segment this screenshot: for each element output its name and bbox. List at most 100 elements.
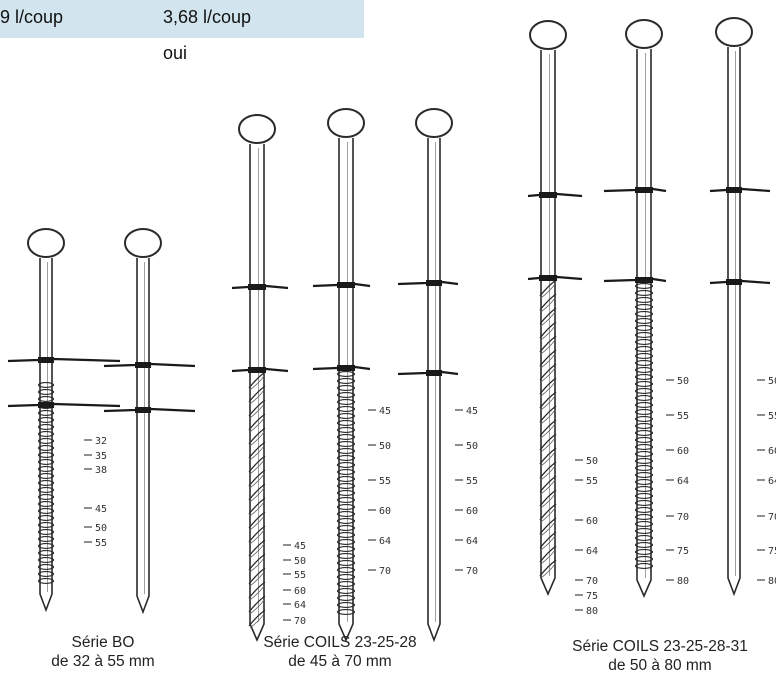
scale-label: 32 [95,436,107,447]
nail-thread [248,427,266,445]
collation-band-knot [426,370,442,376]
collation-band-knot [726,279,742,285]
nail-head [124,228,162,258]
nail-ring [336,413,356,419]
series-coils-23-25-28-31-title: Série COILS 23-25-28-31 [572,638,748,655]
nail-ring [336,371,356,377]
nail-ring [634,402,654,408]
nail-ring [37,564,55,570]
nail-ring [336,455,356,461]
nail-ring [336,546,356,552]
scale-label: 55 [677,411,689,422]
nail-ring [634,500,654,506]
nail-thread [248,511,266,529]
nail-ring-shank-1-1: 45 50 55 60 64 70 [312,108,391,642]
scale-label: 50 [379,441,391,452]
nail-thread-shadow [249,501,265,517]
nail-ring [336,595,356,601]
spec-table-band [0,0,364,38]
nail-thread-shadow [249,431,265,447]
nail-ring [37,494,55,500]
scale-label: 64 [768,476,776,487]
nail-ring [634,381,654,387]
nail-ring [336,385,356,391]
scale-label: 50 [95,523,107,534]
scale-label: 64 [294,600,306,611]
nail-ring [37,536,55,542]
nail-ring [634,556,654,562]
nail-thread [248,413,266,431]
series-coils-23-25-28-31-caption: Série COILS 23-25-28-31 de 50 à 80 mm [550,637,770,675]
nail-head [327,108,365,138]
collation-band-knot [248,367,266,373]
nail-ring [634,493,654,499]
nail-ring [37,480,55,486]
nail-ring [634,409,654,415]
collation-band-knot [337,365,355,371]
scale-label: 75 [677,546,689,557]
nails-layer: 32 35 38 45 50 55 45 50 55 60 64 70 45 50 55 60 64 70 45 50… [7,17,776,643]
nail-ring [634,304,654,310]
nail-thread [248,539,266,557]
nail-ring [336,609,356,615]
scale-label: 70 [677,512,689,523]
spec-air-consumption-left: 9 l/coup [0,7,64,27]
nail-thread-shadow [249,375,265,391]
nail-ring [37,452,55,458]
nail-ring [336,504,356,510]
nail-thread [539,321,557,339]
nail-thread [539,293,557,311]
scale-label: 80 [768,576,776,587]
nail-ring [37,389,55,395]
nail-thread-shadow [540,339,556,355]
nail-ring [336,378,356,384]
scale-label: 45 [95,504,107,515]
nail-smooth-shank-0-1 [103,228,196,615]
nail-thread [539,307,557,325]
scale-label: 60 [294,586,306,597]
nail-thread [248,567,266,585]
nail-ring [634,486,654,492]
nail-ring [336,441,356,447]
nail-shaft [338,138,354,642]
nail-shaft [540,50,556,596]
scale-label: 60 [379,506,391,517]
nail-thread-shadow [540,451,556,467]
nail-thread [539,363,557,381]
nail-thread-shadow [249,389,265,405]
nail-ring [37,487,55,493]
nail-ring [634,465,654,471]
nail-shaft [636,49,652,598]
nail-ring [336,420,356,426]
nail-ring [634,472,654,478]
nail-ring [336,553,356,559]
scale-label: 60 [586,516,598,527]
nail-ring [336,588,356,594]
series-coils-23-25-28-31-range: de 50 à 80 mm [608,657,712,674]
nail-thread [539,349,557,367]
collation-band-knot [38,402,54,408]
scale-label: 38 [95,465,107,476]
nail-ring [634,549,654,555]
nail-head [529,20,567,50]
nail-ring [336,427,356,433]
nail-thread [248,525,266,543]
nail-ring [634,297,654,303]
nail-head [238,114,276,144]
nail-head [715,17,753,47]
nail-ring [37,515,55,521]
scale-label: 70 [466,566,478,577]
nail-thread-shadow [249,557,265,573]
nail-thread-shadow [540,367,556,383]
nail-thread-shadow [249,571,265,587]
nail-ring-shank-2-1: 50 55 60 64 70 75 80 [603,19,689,598]
nail-ring [634,346,654,352]
spec-option-value: oui [163,43,188,63]
series-bo-range: de 32 à 55 mm [51,653,155,670]
nail-ring [634,283,654,289]
nail-thread-shadow [540,423,556,439]
scale-label: 80 [586,606,598,617]
nail-thread-shadow [540,535,556,551]
scale-label: 70 [379,566,391,577]
nail-ring [634,451,654,457]
